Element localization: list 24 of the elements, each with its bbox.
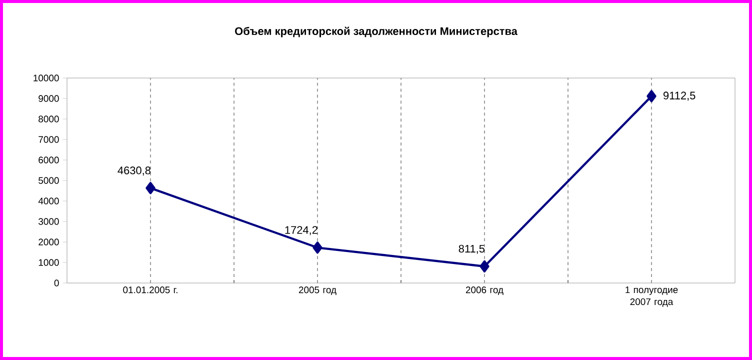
x-tick-label: 2005 год [298, 286, 336, 296]
x-tick-label: 01.01.2005 г. [123, 286, 178, 294]
y-tick-label: 1000 [38, 259, 59, 266]
y-tick-label: 6000 [38, 156, 59, 164]
y-tick-label: 7000 [38, 136, 59, 143]
data-label: 4630,8 [118, 166, 150, 176]
y-tick-label: 0 [54, 280, 59, 286]
y-tick-label: 3000 [38, 218, 59, 225]
point [312, 242, 322, 254]
data-label: 9112,5 [664, 92, 696, 101]
y-tick-label: 4000 [38, 198, 59, 204]
x-tick-label: 2006 год [466, 286, 504, 296]
y-tick-label: 9000 [38, 95, 59, 102]
x-tick-label: 1 полугодие 2007 года [626, 286, 678, 307]
point [146, 182, 156, 194]
chart-title: Объем кредиторской задолженности Министерства [235, 26, 518, 38]
point [480, 260, 490, 272]
point [646, 90, 656, 102]
y-tick-label: 10000 [34, 74, 59, 82]
y-tick-label: 8000 [38, 116, 59, 122]
data-label: 811,5 [458, 244, 484, 254]
data-label: 1724,2 [285, 226, 318, 236]
y-tick-label: 5000 [38, 177, 59, 184]
y-tick-label: 2000 [38, 238, 59, 246]
